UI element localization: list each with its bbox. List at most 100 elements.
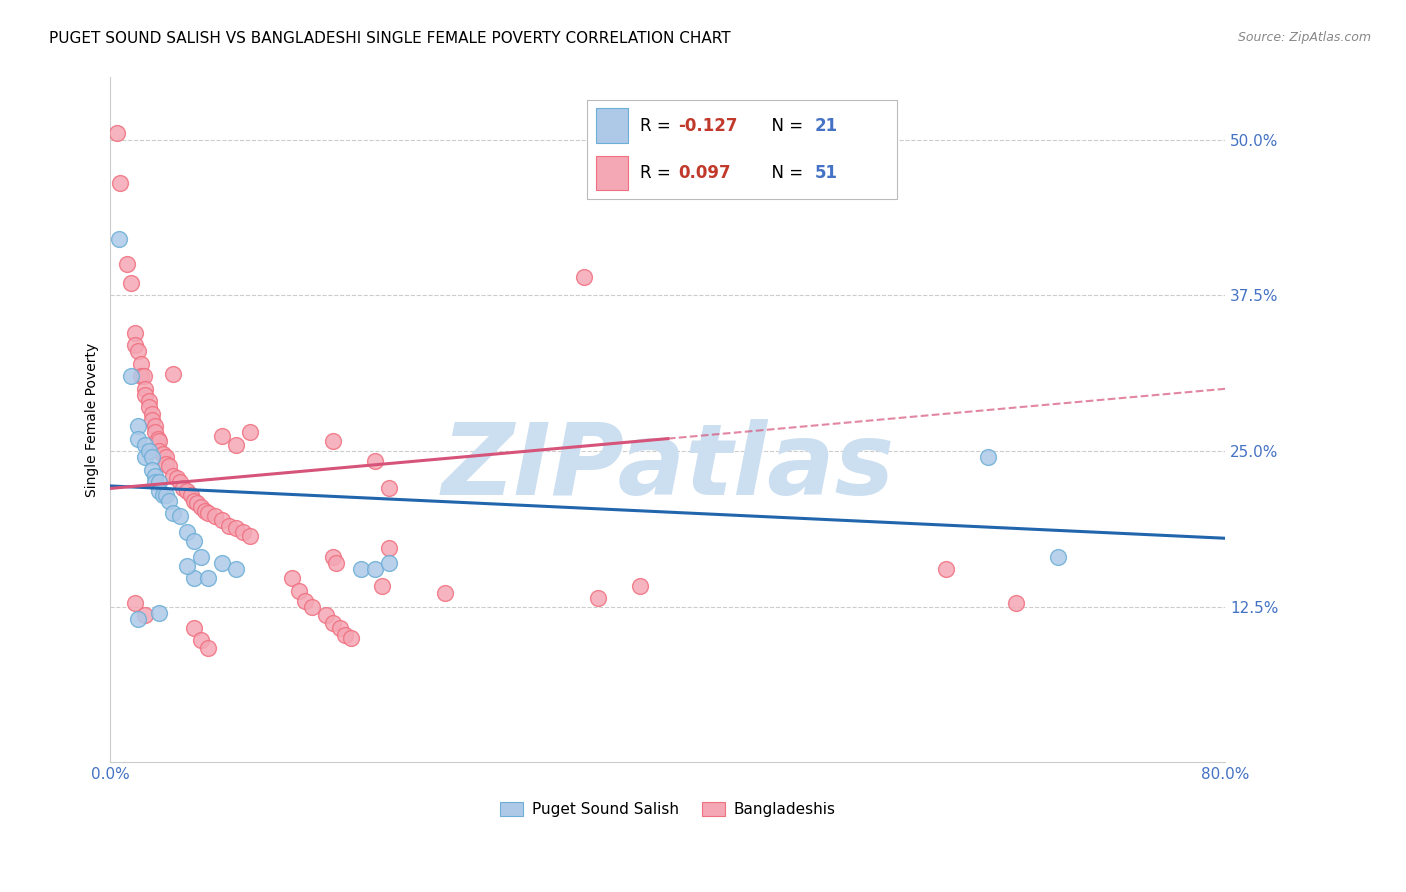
Point: [176, 483, 198, 498]
Point: [148, 434, 170, 449]
Text: 21: 21: [814, 117, 838, 135]
Point: [138, 444, 160, 458]
Point: [586, 591, 609, 605]
Point: [148, 475, 170, 490]
Point: [572, 269, 595, 284]
Point: [378, 482, 401, 496]
Point: [162, 367, 184, 381]
Point: [143, 469, 166, 483]
Point: [155, 488, 177, 502]
Point: [225, 562, 247, 576]
Point: [162, 469, 184, 483]
Point: [340, 631, 363, 645]
Point: [325, 556, 347, 570]
Point: [176, 524, 198, 539]
Point: [143, 475, 166, 490]
Point: [378, 541, 401, 556]
Point: [127, 344, 149, 359]
Point: [120, 276, 142, 290]
Point: [134, 608, 156, 623]
Point: [143, 419, 166, 434]
Point: [1005, 596, 1028, 610]
Point: [239, 529, 262, 543]
Point: [211, 556, 233, 570]
Point: [127, 612, 149, 626]
Point: [225, 521, 247, 535]
Point: [105, 127, 128, 141]
Point: [115, 257, 138, 271]
Text: PUGET SOUND SALISH VS BANGLADESHI SINGLE FEMALE POVERTY CORRELATION CHART: PUGET SOUND SALISH VS BANGLADESHI SINGLE…: [49, 31, 731, 46]
Point: [628, 578, 651, 592]
Text: N =: N =: [761, 117, 808, 135]
Point: [127, 432, 149, 446]
Point: [194, 504, 217, 518]
Point: [183, 621, 205, 635]
Point: [190, 500, 212, 515]
Bar: [596, 108, 627, 144]
Point: [239, 425, 262, 440]
Point: [935, 562, 957, 576]
Point: [197, 506, 219, 520]
Point: [143, 425, 166, 440]
Point: [169, 475, 191, 490]
Point: [364, 562, 387, 576]
Point: [287, 583, 309, 598]
Point: [155, 457, 177, 471]
Point: [129, 357, 152, 371]
Point: [134, 450, 156, 465]
Point: [186, 496, 208, 510]
Y-axis label: Single Female Poverty: Single Female Poverty: [86, 343, 100, 497]
Point: [134, 382, 156, 396]
Point: [378, 556, 401, 570]
Point: [146, 432, 169, 446]
Point: [329, 621, 352, 635]
Point: [280, 571, 302, 585]
Point: [107, 232, 129, 246]
FancyBboxPatch shape: [586, 100, 897, 199]
Text: R =: R =: [641, 117, 676, 135]
Point: [141, 407, 163, 421]
Point: [152, 446, 174, 460]
Point: [190, 549, 212, 564]
Point: [172, 482, 194, 496]
Text: N =: N =: [761, 164, 808, 182]
Point: [141, 463, 163, 477]
Point: [322, 615, 344, 630]
Point: [977, 450, 1000, 465]
Point: [169, 508, 191, 523]
Point: [129, 369, 152, 384]
Point: [141, 413, 163, 427]
Point: [183, 494, 205, 508]
Point: [124, 596, 146, 610]
Point: [232, 524, 254, 539]
Point: [322, 434, 344, 449]
Point: [197, 640, 219, 655]
Point: [183, 571, 205, 585]
Point: [225, 438, 247, 452]
Point: [148, 606, 170, 620]
Text: -0.127: -0.127: [678, 117, 738, 135]
Point: [211, 512, 233, 526]
Point: [120, 369, 142, 384]
Point: [148, 444, 170, 458]
Text: Source: ZipAtlas.com: Source: ZipAtlas.com: [1237, 31, 1371, 45]
Point: [204, 508, 226, 523]
Point: [433, 586, 456, 600]
Point: [371, 578, 394, 592]
Point: [155, 450, 177, 465]
Point: [218, 518, 240, 533]
Point: [197, 571, 219, 585]
Legend: Puget Sound Salish, Bangladeshis: Puget Sound Salish, Bangladeshis: [494, 796, 842, 823]
Point: [350, 562, 373, 576]
Point: [132, 369, 155, 384]
Point: [148, 483, 170, 498]
Point: [294, 593, 316, 607]
Point: [166, 471, 188, 485]
Point: [138, 394, 160, 409]
Point: [322, 549, 344, 564]
Point: [152, 488, 174, 502]
Point: [315, 608, 337, 623]
Point: [190, 633, 212, 648]
Text: ZIPatlas: ZIPatlas: [441, 419, 894, 516]
Point: [180, 488, 202, 502]
